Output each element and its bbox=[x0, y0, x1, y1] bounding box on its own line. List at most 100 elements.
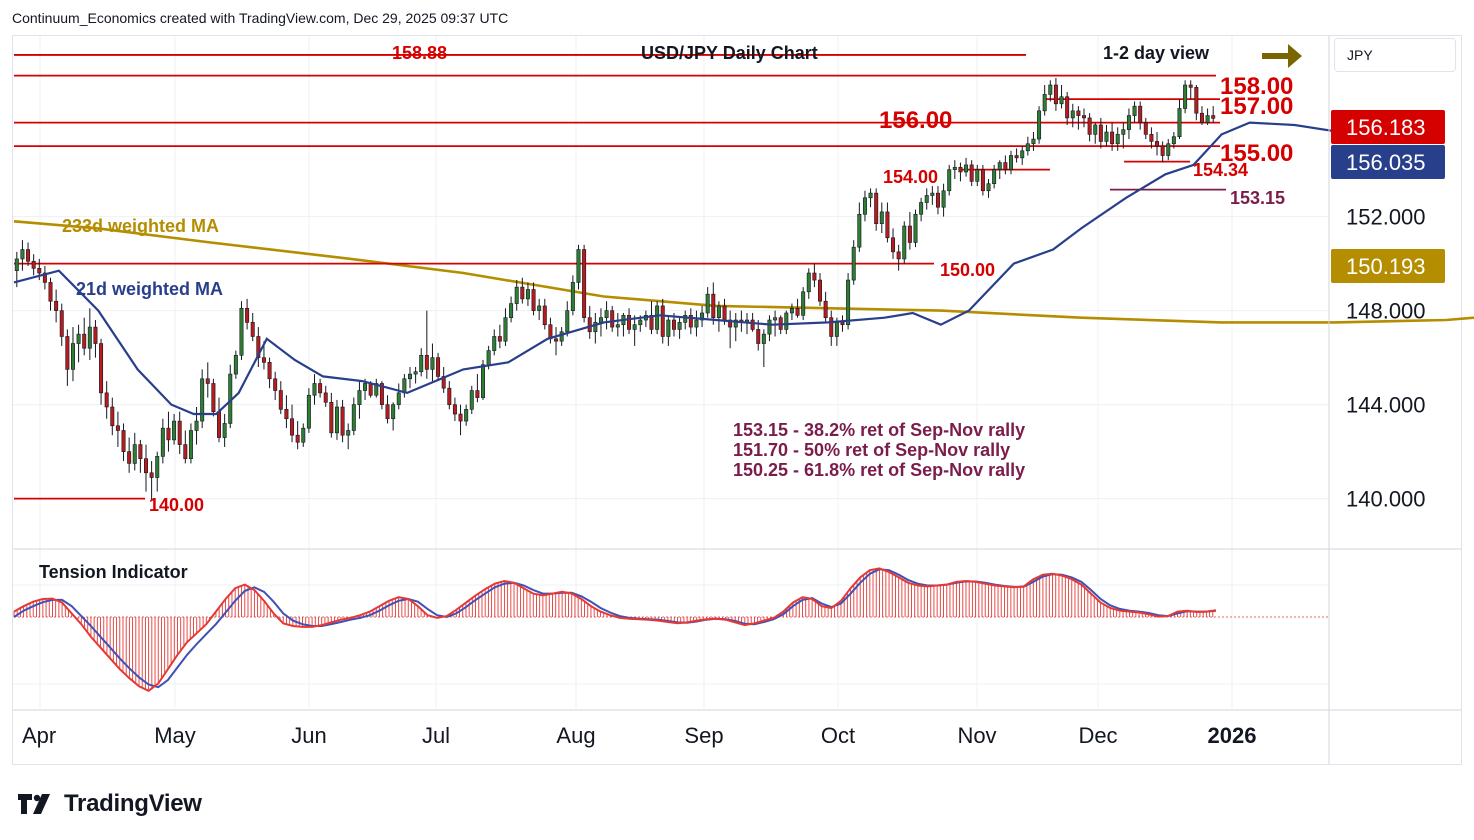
candle bbox=[54, 289, 59, 323]
candle bbox=[1070, 103, 1075, 128]
candle bbox=[121, 423, 126, 462]
candle bbox=[1104, 124, 1109, 147]
candle bbox=[733, 312, 738, 342]
indicator-value-line bbox=[13, 567, 1217, 692]
candle bbox=[514, 280, 519, 311]
candle bbox=[419, 348, 424, 377]
candle bbox=[160, 418, 165, 464]
candle bbox=[284, 395, 289, 429]
candle bbox=[1065, 92, 1070, 125]
candle bbox=[149, 461, 154, 501]
candle bbox=[649, 301, 654, 335]
candle bbox=[913, 209, 918, 248]
candles-layer bbox=[14, 77, 1216, 501]
candle bbox=[924, 188, 929, 210]
candle bbox=[1037, 106, 1042, 144]
ma21-line bbox=[13, 120, 1419, 416]
candle bbox=[458, 404, 463, 436]
tradingview-logo[interactable]: TradingView bbox=[16, 788, 202, 820]
candle bbox=[99, 338, 104, 405]
candle bbox=[424, 310, 429, 379]
candle bbox=[784, 310, 789, 335]
chart-frame[interactable] bbox=[12, 35, 1462, 765]
candle bbox=[323, 385, 328, 407]
candle bbox=[941, 183, 946, 217]
candle bbox=[1132, 101, 1137, 123]
candle bbox=[812, 263, 817, 288]
candle bbox=[874, 188, 879, 231]
candle bbox=[430, 343, 435, 382]
candle bbox=[250, 312, 255, 342]
candle bbox=[525, 282, 530, 306]
candle bbox=[115, 411, 120, 447]
candle bbox=[334, 399, 339, 440]
candle bbox=[610, 305, 615, 332]
candle bbox=[188, 423, 193, 464]
candle bbox=[975, 164, 980, 187]
candle bbox=[93, 320, 98, 358]
candle bbox=[1160, 141, 1165, 163]
candle bbox=[862, 190, 867, 222]
level-label-140-00: 140.00 bbox=[149, 495, 204, 515]
candle bbox=[374, 378, 379, 398]
candle bbox=[728, 310, 733, 349]
candle bbox=[1149, 127, 1154, 149]
candle bbox=[756, 320, 761, 351]
candle bbox=[413, 367, 418, 384]
candle bbox=[1042, 85, 1047, 116]
candle bbox=[233, 350, 238, 379]
candle bbox=[947, 164, 952, 196]
candle bbox=[340, 399, 345, 443]
candle bbox=[823, 291, 828, 323]
ma233-line bbox=[13, 220, 1474, 324]
candle bbox=[329, 392, 334, 438]
candle bbox=[930, 186, 935, 205]
candle bbox=[1059, 85, 1064, 109]
candle bbox=[312, 374, 317, 405]
symbol-box[interactable]: JPY bbox=[1334, 38, 1456, 72]
candle bbox=[245, 298, 250, 330]
candle bbox=[615, 312, 620, 337]
candle bbox=[492, 329, 497, 356]
level-label-155-00: 155.00 bbox=[1220, 140, 1293, 167]
candle bbox=[767, 315, 772, 342]
candle bbox=[1082, 108, 1086, 128]
candle bbox=[700, 305, 705, 328]
candle bbox=[935, 186, 940, 215]
fib-annotation: 153.15 - 38.2% ret of Sep-Nov rally bbox=[733, 420, 1025, 440]
candle bbox=[70, 327, 75, 382]
candle bbox=[716, 301, 721, 332]
candle bbox=[980, 164, 985, 196]
candle bbox=[666, 315, 671, 346]
candle bbox=[683, 310, 688, 330]
candle bbox=[688, 308, 693, 335]
candle bbox=[1093, 122, 1098, 144]
price-badge: 156.183 bbox=[1331, 110, 1445, 144]
axes-layer: 152.000 148.000 144.000 140.000 Apr May Jun Jul… bbox=[13, 36, 1461, 764]
candle bbox=[267, 357, 272, 389]
candle bbox=[806, 268, 811, 299]
candle bbox=[986, 179, 991, 198]
candle bbox=[952, 160, 957, 180]
candle bbox=[694, 310, 699, 337]
candle bbox=[789, 303, 794, 321]
grid bbox=[13, 36, 1329, 708]
candle bbox=[295, 421, 300, 450]
candle bbox=[997, 160, 1002, 180]
text-layer: USD/JPY Daily Chart 1-2 day view 158.88 158… bbox=[62, 43, 1302, 515]
candle bbox=[587, 305, 592, 339]
candle bbox=[1199, 106, 1204, 125]
level-label-153-15: 153.15 bbox=[1230, 188, 1285, 208]
candle bbox=[76, 324, 81, 363]
x-tick-label: Apr bbox=[22, 723, 56, 748]
candle bbox=[1183, 80, 1188, 114]
candle bbox=[520, 277, 525, 304]
candle bbox=[132, 432, 137, 471]
svg-text:156.035: 156.035 bbox=[1346, 150, 1426, 175]
candle bbox=[155, 451, 160, 492]
candle bbox=[138, 439, 143, 473]
chart-title: USD/JPY Daily Chart bbox=[641, 43, 818, 63]
candle bbox=[1143, 117, 1148, 140]
candle bbox=[31, 254, 36, 276]
